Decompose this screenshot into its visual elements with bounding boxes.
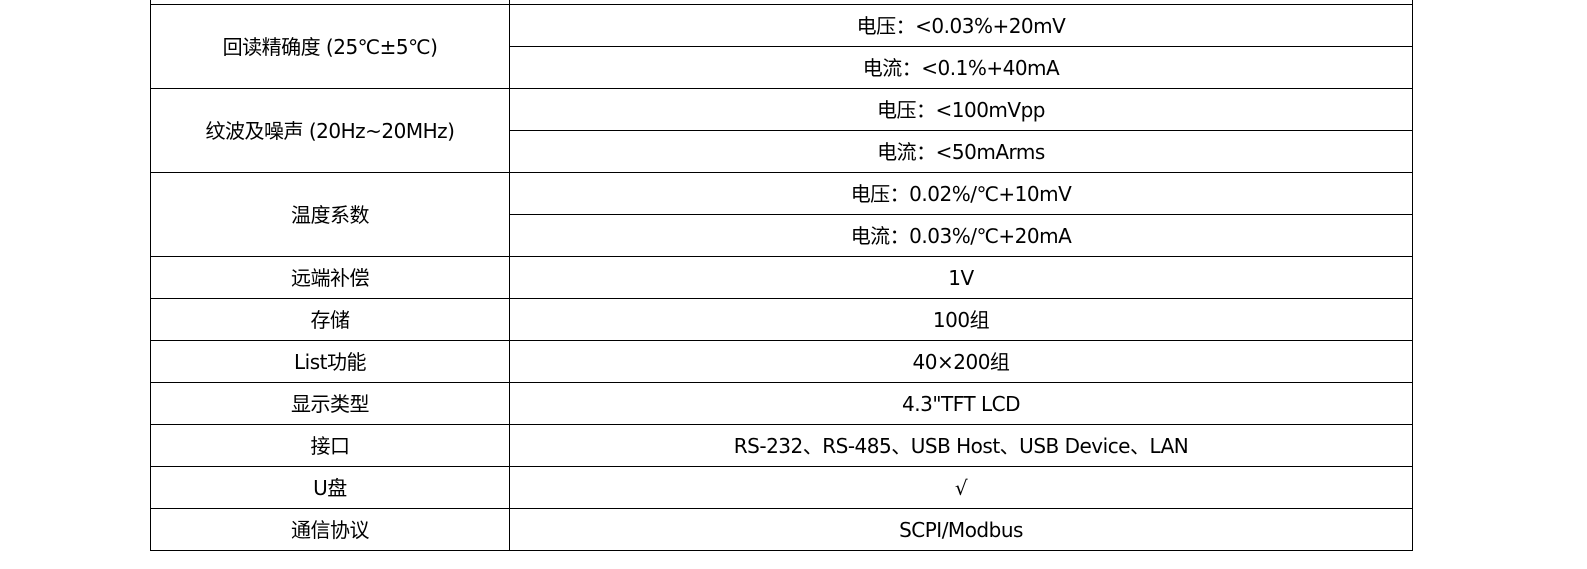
table-row: 显示类型 4.3"TFT LCD (150, 382, 1413, 425)
spec-value: 电流：<50mArms (509, 130, 1413, 173)
table-row: 远端补偿 1V (150, 256, 1413, 299)
spec-label: 远端补偿 (150, 256, 510, 299)
spec-value: 100组 (509, 298, 1413, 341)
spec-value: 4.3"TFT LCD (509, 382, 1413, 425)
spec-value: SCPI/Modbus (509, 508, 1413, 551)
spec-label: 回读精确度 (25℃±5℃) (150, 4, 510, 89)
table-border-top-right (1412, 0, 1413, 5)
spec-label: List功能 (150, 340, 510, 383)
table-border-top-left (150, 0, 151, 5)
table-row: 回读精确度 (25℃±5℃) 电压：<0.03%+20mV (150, 4, 1413, 89)
spec-value: RS-232、RS-485、USB Host、USB Device、LAN (509, 424, 1413, 467)
spec-value: 电压：<100mVpp (509, 88, 1413, 131)
spec-table: 回读精确度 (25℃±5℃) 电压：<0.03%+20mV 电流：<0.1%+40m… (150, 4, 1413, 551)
spec-label: U盘 (150, 466, 510, 509)
spec-label: 接口 (150, 424, 510, 467)
spec-value: 电流：<0.1%+40mA (509, 46, 1413, 89)
spec-label: 纹波及噪声 (20Hz~20MHz) (150, 88, 510, 173)
table-row: 存储 100组 (150, 298, 1413, 341)
table-row: 温度系数 电压：0.02%/℃+10mV (150, 172, 1413, 257)
table-row: 电流：<50mArms (151, 130, 1413, 173)
spec-value: √ (509, 466, 1413, 509)
table-row: List功能 40×200组 (150, 340, 1413, 383)
spec-label: 温度系数 (150, 172, 510, 257)
spec-value: 电流：0.03%/℃+20mA (509, 214, 1413, 257)
table-row: 通信协议 SCPI/Modbus (150, 508, 1413, 551)
table-row: 接口 RS-232、RS-485、USB Host、USB Device、LAN (150, 424, 1413, 467)
spec-value: 电压：<0.03%+20mV (509, 4, 1413, 47)
table-row: 电流：<0.1%+40mA (151, 46, 1413, 89)
spec-label: 通信协议 (150, 508, 510, 551)
table-row: U盘 √ (150, 466, 1413, 509)
spec-value: 1V (509, 256, 1413, 299)
spec-value: 电压：0.02%/℃+10mV (509, 172, 1413, 215)
table-border-top-mid (509, 0, 510, 5)
spec-label: 存储 (150, 298, 510, 341)
spec-label: 显示类型 (150, 382, 510, 425)
table-row: 纹波及噪声 (20Hz~20MHz) 电压：<100mVpp (150, 88, 1413, 173)
spec-value: 40×200组 (509, 340, 1413, 383)
